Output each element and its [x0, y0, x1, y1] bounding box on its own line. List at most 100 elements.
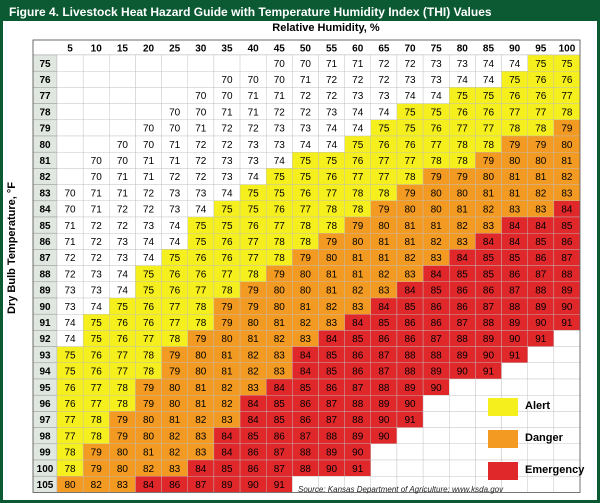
thi-value: 78	[561, 107, 573, 118]
thi-value: 76	[535, 75, 547, 86]
temperature-row-header: 88	[39, 269, 51, 280]
thi-value: 90	[457, 367, 469, 378]
thi-value: 75	[169, 253, 181, 264]
thi-value: 78	[300, 221, 312, 232]
thi-cell	[527, 411, 555, 428]
thi-value: 72	[143, 205, 155, 216]
thi-value: 71	[65, 221, 77, 232]
temperature-row-header: 87	[39, 253, 51, 264]
thi-value: 71	[117, 188, 129, 199]
thi-value: 86	[535, 253, 547, 264]
thi-value: 80	[169, 399, 181, 410]
thi-cell	[82, 103, 110, 120]
thi-cell	[449, 443, 476, 461]
thi-value: 77	[65, 415, 77, 426]
thi-value: 75	[535, 59, 547, 70]
thi-cell	[501, 378, 528, 396]
thi-value: 72	[195, 172, 207, 183]
thi-value: 73	[457, 59, 469, 70]
thi-value: 78	[509, 124, 521, 135]
thi-value: 88	[404, 350, 416, 361]
thi-value: 73	[169, 205, 181, 216]
thi-value: 75	[195, 237, 207, 248]
legend-label-emergency: Emergency	[525, 464, 585, 476]
thi-value: 89	[509, 318, 521, 329]
thi-value: 79	[431, 172, 443, 183]
thi-value: 71	[143, 156, 155, 167]
thi-value: 71	[248, 91, 260, 102]
thi-value: 75	[91, 318, 103, 329]
thi-value: 79	[535, 140, 547, 151]
thi-value: 77	[117, 350, 129, 361]
thi-cell	[422, 443, 450, 461]
thi-value: 82	[169, 431, 181, 442]
thi-value: 73	[91, 269, 103, 280]
thi-value: 88	[352, 415, 364, 426]
thi-value: 84	[509, 221, 521, 232]
thi-value: 70	[91, 172, 103, 183]
thi-value: 81	[509, 188, 521, 199]
thi-cell	[449, 378, 476, 396]
thi-value: 78	[195, 318, 207, 329]
thi-value: 89	[378, 399, 390, 410]
thi-value: 75	[378, 124, 390, 135]
thi-value: 82	[169, 448, 181, 459]
thi-value: 84	[378, 302, 390, 313]
thi-value: 78	[457, 140, 469, 151]
thi-value: 87	[535, 269, 547, 280]
thi-value: 84	[300, 367, 312, 378]
thi-value: 84	[535, 221, 547, 232]
thi-value: 79	[91, 448, 103, 459]
temperature-row-header: 93	[39, 350, 51, 361]
thi-value: 70	[169, 107, 181, 118]
thi-value: 71	[248, 107, 260, 118]
thi-value: 77	[457, 124, 469, 135]
humidity-column-header: 80	[457, 44, 469, 55]
thi-value: 77	[378, 172, 390, 183]
thi-value: 86	[326, 383, 338, 394]
thi-value: 70	[274, 75, 286, 86]
humidity-column-header: 75	[431, 44, 443, 55]
thi-value: 83	[326, 318, 338, 329]
thi-value: 71	[352, 59, 364, 70]
humidity-column-header: 10	[91, 44, 103, 55]
humidity-column-header: 35	[221, 44, 233, 55]
thi-value: 88	[404, 367, 416, 378]
thi-value: 70	[195, 91, 207, 102]
thi-value: 80	[300, 286, 312, 297]
humidity-column-header: 50	[300, 44, 312, 55]
thi-value: 88	[535, 286, 547, 297]
thi-value: 70	[169, 124, 181, 135]
humidity-column-header: 20	[143, 44, 155, 55]
thi-value: 75	[404, 124, 416, 135]
thi-value: 81	[326, 269, 338, 280]
thi-value: 84	[221, 431, 233, 442]
temperature-row-header: 77	[39, 91, 51, 102]
thi-value: 82	[143, 464, 155, 475]
thi-value: 83	[248, 383, 260, 394]
thi-value: 78	[65, 448, 77, 459]
humidity-column-header: 100	[559, 44, 576, 55]
thi-cell	[449, 395, 476, 412]
thi-value: 78	[143, 350, 155, 361]
thi-value: 85	[221, 464, 233, 475]
thi-value: 89	[404, 383, 416, 394]
thi-value: 78	[117, 399, 129, 410]
thi-value: 84	[457, 253, 469, 264]
thi-cell	[109, 87, 136, 104]
thi-value: 84	[561, 205, 573, 216]
thi-value: 81	[457, 205, 469, 216]
thi-value: 90	[483, 350, 495, 361]
thi-value: 79	[378, 205, 390, 216]
thi-value: 72	[91, 253, 103, 264]
thi-cell	[370, 443, 398, 461]
thi-value: 73	[431, 75, 443, 86]
thi-cell	[56, 103, 84, 120]
thi-value: 72	[221, 140, 233, 151]
thi-value: 85	[483, 269, 495, 280]
thi-value: 76	[509, 91, 521, 102]
thi-value: 76	[535, 91, 547, 102]
thi-value: 73	[300, 124, 312, 135]
thi-value: 84	[221, 448, 233, 459]
thi-value: 73	[143, 221, 155, 232]
